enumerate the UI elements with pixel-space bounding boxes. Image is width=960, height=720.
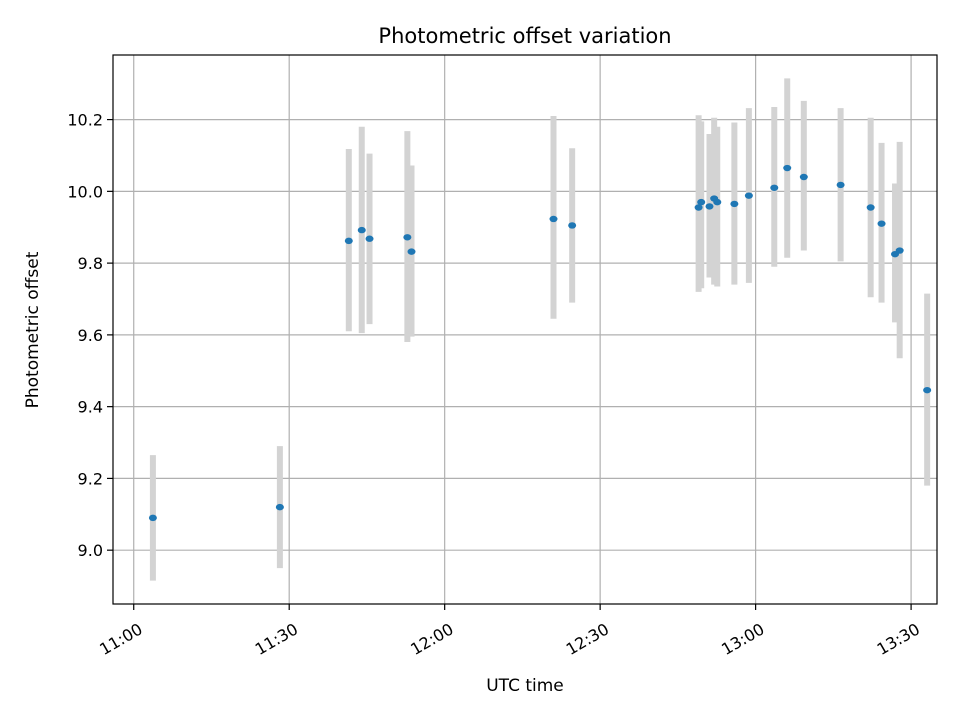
- data-point: [357, 226, 366, 234]
- grid: [113, 55, 937, 604]
- data-point: [407, 248, 416, 255]
- y-tick-label: 9.8: [78, 254, 103, 273]
- data-point: [403, 234, 412, 241]
- data-point: [923, 386, 932, 394]
- y-tick-label: 9.6: [78, 326, 103, 345]
- data-point: [770, 184, 779, 191]
- data-point: [365, 235, 374, 242]
- data-point: [744, 192, 753, 199]
- data-point: [836, 181, 845, 189]
- data-point: [799, 173, 808, 181]
- data-point: [713, 198, 722, 206]
- data-point: [866, 204, 875, 211]
- data-point: [694, 204, 703, 211]
- data-point: [697, 198, 706, 206]
- data-point: [148, 514, 157, 522]
- data-point: [568, 222, 577, 229]
- data-points: [148, 164, 932, 522]
- data-point: [549, 215, 558, 223]
- y-axis-ticks: 9.0 9.2 9.4 9.6 9.8 10.0 10.2: [67, 111, 113, 560]
- data-point: [730, 200, 739, 208]
- data-point: [895, 247, 904, 254]
- y-axis-label: Photometric offset: [23, 251, 43, 408]
- data-point: [783, 164, 792, 172]
- y-tick-label: 9.0: [78, 541, 103, 560]
- data-point: [344, 237, 353, 245]
- y-tick-label: 9.4: [78, 398, 103, 417]
- y-tick-label: 10.2: [67, 111, 103, 130]
- plot-frame: [112, 54, 938, 605]
- y-tick-label: 9.2: [78, 469, 103, 488]
- chart-title: Photometric offset variation: [378, 24, 671, 48]
- data-point: [705, 203, 714, 210]
- y-tick-label: 10.0: [67, 182, 103, 201]
- data-point: [275, 503, 284, 511]
- data-point: [877, 220, 886, 227]
- x-axis-label: UTC time: [486, 676, 564, 696]
